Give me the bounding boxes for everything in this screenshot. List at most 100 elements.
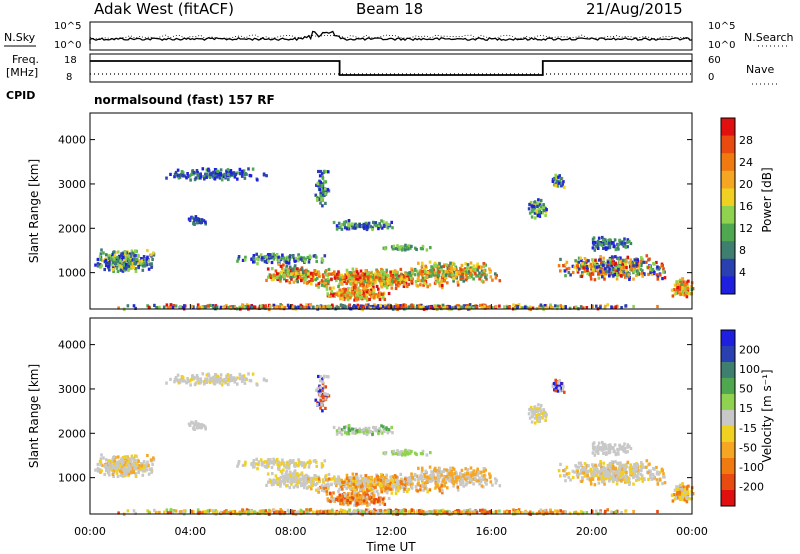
range-cell — [469, 261, 473, 265]
range-cell — [359, 269, 363, 273]
range-cell — [227, 377, 230, 381]
range-cell — [608, 267, 611, 271]
range-cell — [608, 245, 612, 249]
range-cell — [319, 180, 322, 184]
range-cell — [598, 258, 601, 262]
range-cell — [124, 250, 127, 255]
range-cell — [385, 426, 388, 430]
range-cell — [204, 222, 207, 226]
range-cell — [609, 261, 612, 265]
range-cell — [469, 268, 473, 272]
range-cell — [380, 490, 383, 494]
range-cell — [287, 305, 291, 309]
range-cell — [284, 266, 288, 270]
range-cell — [378, 502, 382, 506]
range-cell — [454, 480, 457, 484]
velocity-field — [94, 372, 695, 517]
range-cell — [265, 465, 269, 469]
range-cell — [403, 477, 407, 481]
range-cell — [147, 267, 151, 271]
range-cell — [216, 169, 219, 173]
range-cell — [110, 258, 114, 262]
range-cell — [169, 377, 172, 381]
nave-label: Nave — [746, 63, 774, 76]
range-cell — [354, 491, 357, 495]
range-cell — [396, 304, 400, 308]
range-cell — [310, 282, 313, 286]
range-cell — [227, 172, 230, 176]
range-cell — [242, 169, 246, 173]
range-cell — [489, 480, 493, 484]
range-cell — [645, 254, 649, 258]
range-cell — [236, 171, 239, 175]
range-cell — [281, 461, 284, 465]
range-cell — [404, 483, 407, 487]
range-cell — [317, 274, 321, 278]
range-cell — [312, 305, 315, 309]
range-cell — [365, 492, 369, 496]
range-cell — [257, 255, 261, 259]
colorbar-swatch — [721, 223, 735, 242]
range-cell — [420, 261, 424, 265]
range-cell — [367, 426, 371, 430]
range-cell — [111, 459, 115, 464]
range-cell — [139, 466, 143, 470]
range-cell — [455, 271, 458, 275]
range-cell — [255, 252, 258, 256]
range-cell — [150, 458, 153, 462]
range-cell — [317, 479, 321, 483]
range-cell — [369, 306, 373, 310]
range-cell — [348, 223, 351, 227]
range-cell — [268, 459, 272, 463]
range-cell — [357, 295, 361, 299]
range-cell — [424, 476, 427, 480]
range-cell — [593, 278, 597, 282]
range-cell — [285, 484, 288, 488]
range-cell — [328, 491, 332, 495]
range-cell — [252, 459, 256, 463]
range-cell — [383, 275, 387, 279]
range-cell — [302, 274, 306, 278]
range-cell — [385, 491, 389, 495]
range-cell — [369, 483, 373, 487]
range-cell — [124, 467, 128, 472]
range-cell — [647, 266, 650, 270]
range-cell — [456, 306, 460, 310]
range-cell — [559, 181, 562, 185]
range-cell — [472, 469, 476, 473]
power-colorbar-label: Power [dB] — [760, 167, 774, 232]
range-cell — [285, 469, 289, 473]
range-cell — [254, 462, 258, 466]
range-cell — [195, 374, 199, 378]
range-cell — [272, 457, 275, 461]
range-cell — [410, 484, 414, 489]
range-cell — [346, 498, 349, 503]
range-cell — [345, 501, 349, 505]
range-cell — [355, 501, 359, 505]
range-cell — [127, 459, 131, 463]
range-cell — [267, 275, 270, 279]
range-cell — [315, 388, 318, 392]
range-cell — [204, 427, 207, 431]
range-cell — [341, 276, 344, 280]
range-cell — [287, 466, 291, 470]
range-cell — [389, 487, 392, 491]
range-cell — [467, 270, 471, 274]
range-cell — [267, 259, 270, 263]
range-cell — [233, 304, 237, 309]
range-cell — [680, 282, 683, 286]
range-cell — [682, 283, 686, 287]
range-cell — [352, 226, 356, 230]
range-cell — [612, 244, 616, 249]
range-cell — [472, 264, 476, 268]
range-cell — [382, 279, 386, 283]
range-cell — [285, 264, 289, 268]
range-cell — [640, 263, 643, 268]
range-cell — [481, 478, 484, 482]
range-cell — [635, 261, 638, 265]
range-cell — [212, 375, 215, 379]
range-cell — [259, 458, 263, 462]
range-cell — [413, 478, 417, 482]
range-cell — [633, 258, 637, 262]
range-cell — [423, 276, 427, 280]
